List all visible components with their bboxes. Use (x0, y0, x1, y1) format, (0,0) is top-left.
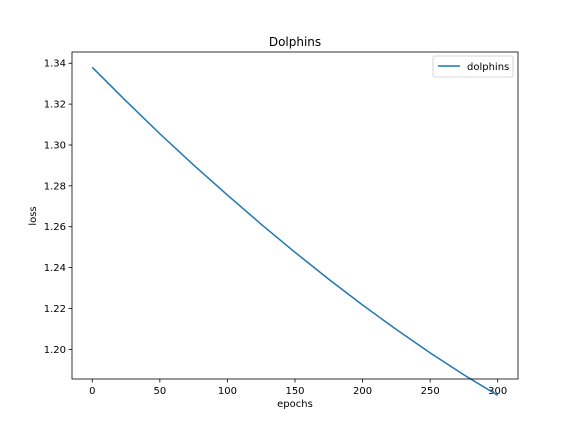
y-tick-label: 1.30 (44, 140, 66, 151)
x-tick-label: 300 (488, 386, 507, 397)
series-line-dolphins (91, 66, 499, 396)
plot-area (72, 52, 518, 379)
y-tick-label: 1.22 (44, 304, 66, 315)
y-tick-label: 1.24 (44, 263, 66, 274)
x-axis-label: epochs (277, 399, 313, 410)
y-tick-label: 1.28 (44, 181, 66, 192)
y-axis-label: loss (28, 206, 39, 225)
series-group (91, 66, 499, 396)
legend-box (432, 55, 514, 78)
legend-label-dolphins: dolphins (467, 62, 509, 73)
plot-frame (71, 51, 519, 380)
x-tick-label: 0 (89, 386, 95, 397)
x-tick-label: 50 (153, 386, 166, 397)
y-tick-label: 1.20 (44, 345, 66, 356)
legend: dolphins (432, 55, 514, 78)
x-tick-label: 150 (285, 386, 304, 397)
y-tick-label: 1.32 (44, 100, 66, 111)
x-tick-label: 200 (353, 386, 372, 397)
y-tick-label: 1.34 (44, 59, 66, 70)
x-tick-label: 100 (218, 386, 237, 397)
ticks-group: 0 50 100 150 200 250 300 1.20 1.22 1.24 1.26 1.28 1.… (44, 59, 508, 397)
chart-title: Dolphins (269, 35, 321, 49)
y-tick-label: 1.26 (44, 222, 66, 233)
x-tick-label: 250 (421, 386, 440, 397)
